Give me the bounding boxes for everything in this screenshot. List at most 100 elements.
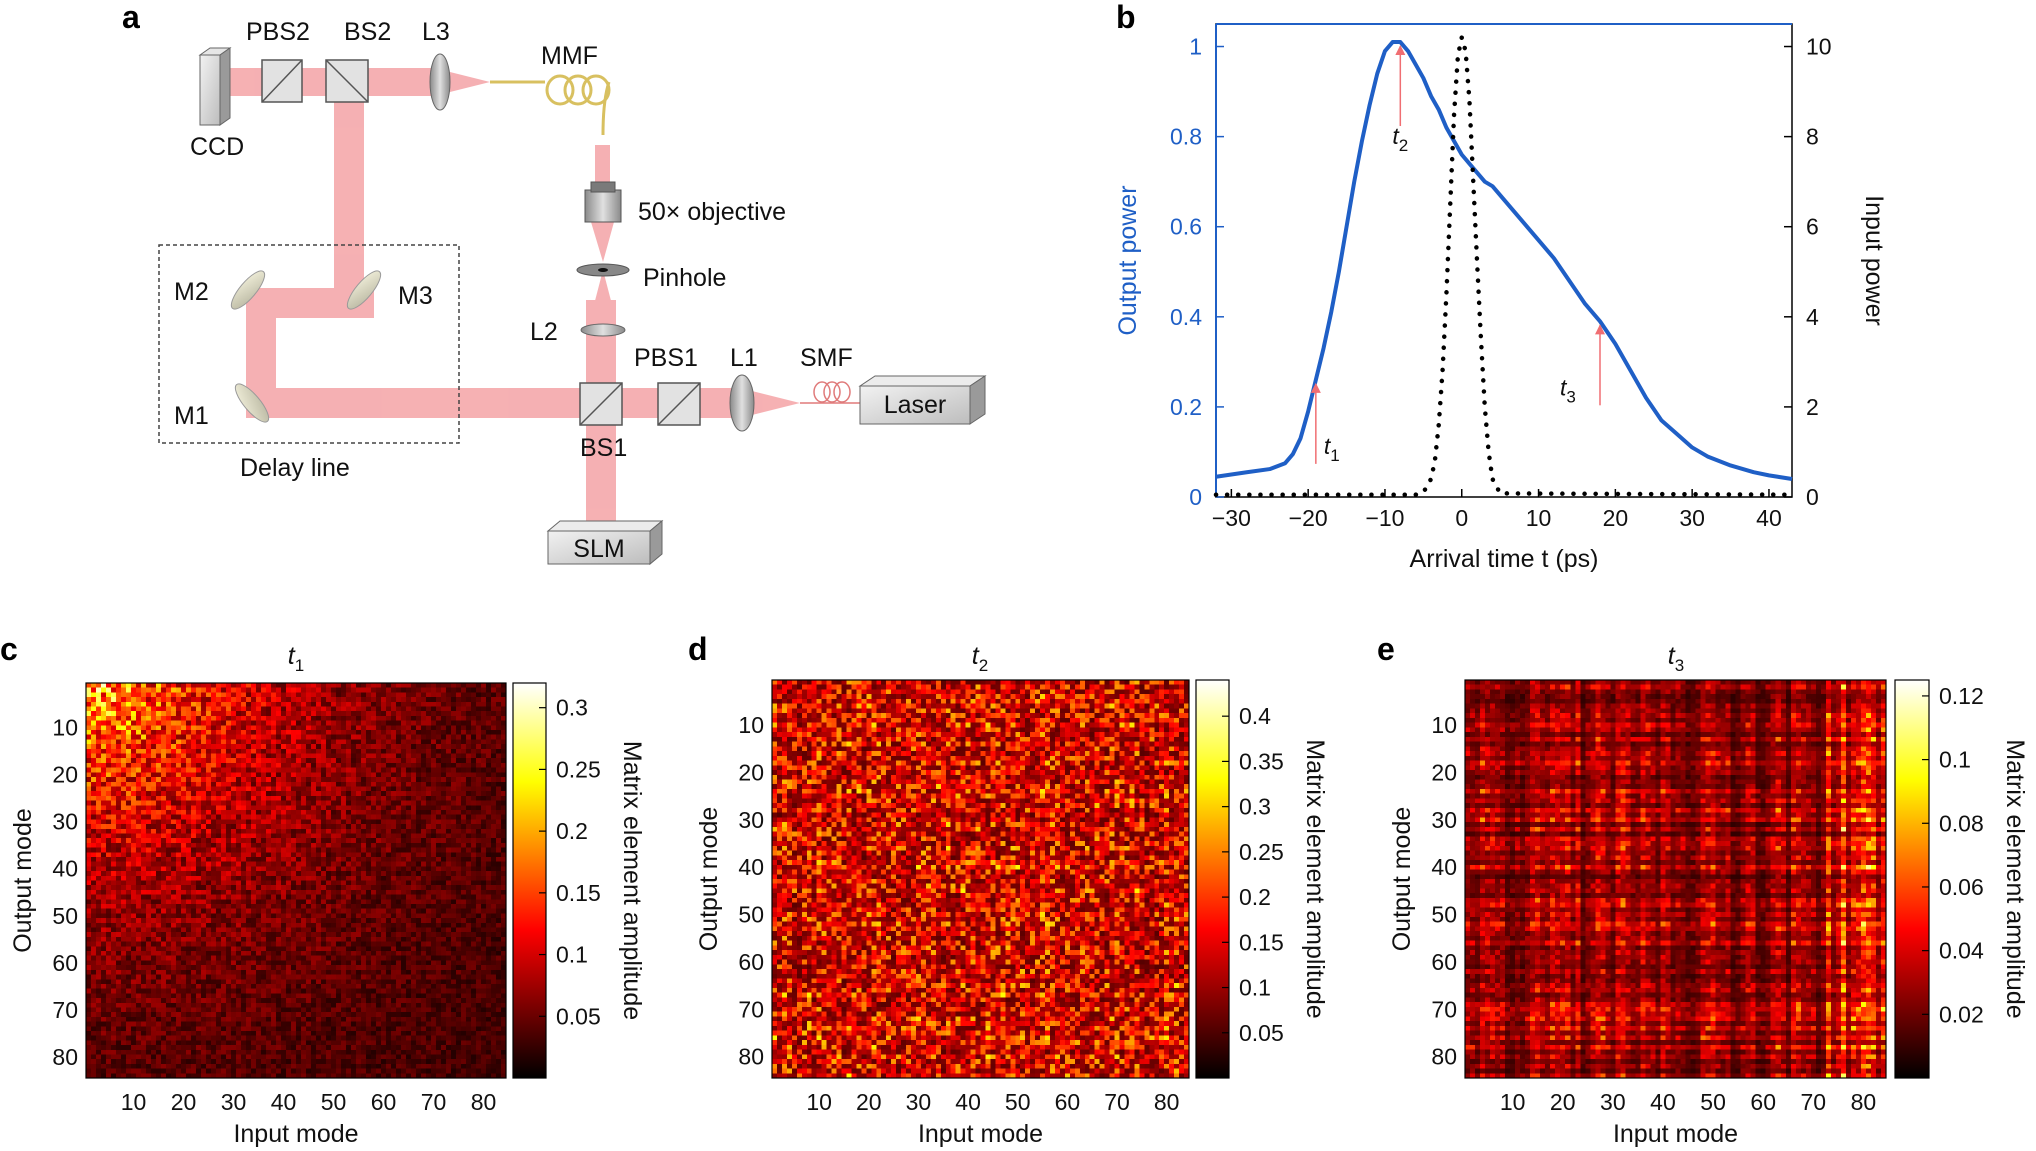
heatmap-cell [456, 688, 461, 693]
heatmap-cell [96, 782, 101, 787]
heatmap-cell [426, 725, 431, 730]
heatmap-cell [451, 707, 456, 712]
heatmap-cell [196, 721, 201, 726]
slm-device: SLM [548, 521, 662, 564]
heatmap-cell [341, 711, 346, 716]
heatmap-cell [446, 744, 451, 749]
heatmap-cell [406, 707, 411, 712]
heatmap-cell [121, 721, 126, 726]
heatmap-cell [156, 697, 161, 702]
heatmap-cell [476, 739, 481, 744]
heatmap-cell [281, 754, 286, 759]
heatmap-c: 10 20 30 40 50 60 70 801020304050607080t1Input … [9, 642, 646, 1148]
heatmap-cell [91, 782, 96, 787]
heatmap-cell [471, 772, 476, 777]
y-left-tick-label: 0.4 [1170, 304, 1202, 330]
heatmap-cell [256, 730, 261, 735]
heatmap-cell [266, 777, 271, 782]
objective [585, 182, 621, 222]
heatmap-cell [231, 716, 236, 721]
heatmap-cell [391, 749, 396, 754]
heatmap-cell [381, 754, 386, 759]
heatmap-cell [166, 777, 171, 782]
heatmap-cell [421, 763, 426, 768]
heatmap-cell [406, 697, 411, 702]
heatmap-cell [491, 749, 496, 754]
heatmap-cell [461, 697, 466, 702]
heatmap-cell [336, 692, 341, 697]
heatmap-cell [231, 739, 236, 744]
heatmap-cell [311, 692, 316, 697]
heatmap-cell [351, 786, 356, 791]
heatmap-cell [381, 772, 386, 777]
heatmap-cell [216, 707, 221, 712]
heatmap-cell [136, 683, 141, 688]
heatmap-cell [221, 683, 226, 688]
heatmap-cell [281, 744, 286, 749]
heatmap-cell [171, 697, 176, 702]
heatmap-cell [91, 683, 96, 688]
heatmap-cell [301, 716, 306, 721]
bs1-cube [580, 383, 622, 425]
heatmap-cell [311, 744, 316, 749]
heatmap-cell [306, 744, 311, 749]
heatmap-cell [446, 730, 451, 735]
heatmap-cell [341, 777, 346, 782]
heatmap-cell [251, 763, 256, 768]
heatmap-cell [161, 739, 166, 744]
heatmap-cell [291, 697, 296, 702]
heatmap-cell [231, 697, 236, 702]
heatmap-cell [251, 716, 256, 721]
heatmap-cell [271, 707, 276, 712]
heatmap-cell [486, 758, 491, 763]
mmf-label: MMF [541, 42, 598, 70]
heatmap-cell [196, 749, 201, 754]
heatmap-cell [131, 763, 136, 768]
heatmap-cell [431, 683, 436, 688]
heatmap-cell [206, 744, 211, 749]
heatmap-cell [206, 688, 211, 693]
heatmap-cell [91, 754, 96, 759]
heatmap-cell [481, 758, 486, 763]
heatmap-cell [486, 688, 491, 693]
heatmap-cell [131, 744, 136, 749]
heatmap-cell [391, 683, 396, 688]
heatmap-cell [251, 786, 256, 791]
heatmap-cell [186, 730, 191, 735]
heatmap-cell [286, 692, 291, 697]
beam-bs2-down [334, 96, 364, 296]
heatmap-cell [196, 763, 201, 768]
heatmap-cell [326, 702, 331, 707]
heatmap-cell [466, 725, 471, 730]
heatmap-cell [381, 777, 386, 782]
heatmap-cell [286, 683, 291, 688]
heatmap-cell [381, 716, 386, 721]
heatmap-cell [481, 725, 486, 730]
heatmap-cell [361, 730, 366, 735]
heatmap-cell [86, 749, 91, 754]
heatmap-cell [326, 692, 331, 697]
heatmap-cell [176, 721, 181, 726]
heatmap-cell [211, 735, 216, 740]
heatmap-cell [156, 707, 161, 712]
heatmap-cell [336, 688, 341, 693]
heatmap-cell [196, 692, 201, 697]
heatmap-cell [211, 758, 216, 763]
heatmap-cell [421, 707, 426, 712]
heatmap-cell [291, 721, 296, 726]
heatmap-cell [241, 721, 246, 726]
heatmap-cell [351, 758, 356, 763]
heatmap-cell [456, 744, 461, 749]
heatmap-cell [366, 739, 371, 744]
heatmap-cell [456, 697, 461, 702]
heatmap-cell [131, 772, 136, 777]
heatmap-cell [181, 721, 186, 726]
heatmap-cell [361, 735, 366, 740]
heatmap-cell [321, 772, 326, 777]
heatmap-cell [476, 744, 481, 749]
heatmap-cell [361, 721, 366, 726]
heatmap-cell [261, 692, 266, 697]
heatmap-cell [316, 711, 321, 716]
heatmap-cell [141, 721, 146, 726]
heatmap-cell [411, 730, 416, 735]
